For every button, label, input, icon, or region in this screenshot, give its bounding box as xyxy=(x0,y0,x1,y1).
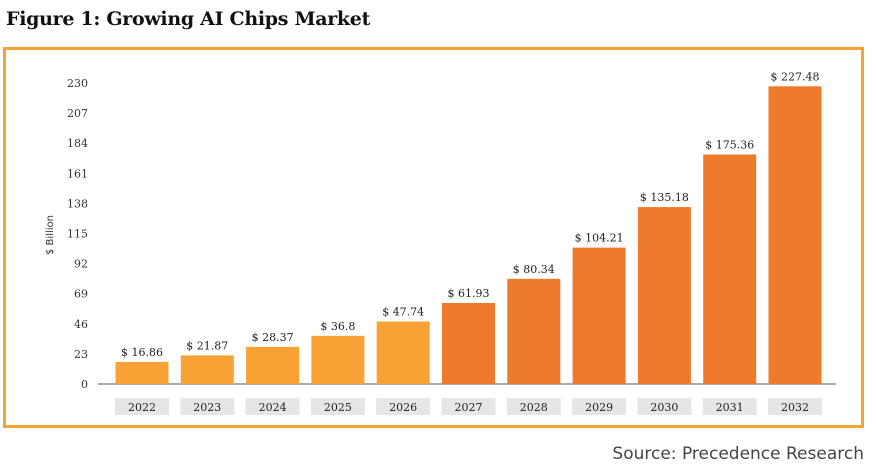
bar-value-label: $ 227.48 xyxy=(771,70,820,83)
x-tick-label: 2023 xyxy=(193,401,221,414)
y-tick-label: 69 xyxy=(74,288,88,301)
bar-2031 xyxy=(703,154,757,384)
bar-value-label: $ 104.21 xyxy=(575,232,624,245)
x-category-box xyxy=(115,398,169,415)
bar-2027 xyxy=(442,302,495,384)
bar-value-label: $ 61.93 xyxy=(448,287,490,300)
y-tick-label: 0 xyxy=(81,378,88,391)
x-category-box xyxy=(768,398,822,415)
bar-value-label: $ 175.36 xyxy=(705,139,754,152)
chart-frame: 0 23 46 69 92 115 138 161 184 207 230 $ Billion $ … xyxy=(3,47,864,428)
x-tick-label: 2024 xyxy=(259,401,287,414)
x-category-box xyxy=(702,398,757,415)
bar-2022 xyxy=(115,361,169,384)
x-category-box xyxy=(441,398,496,415)
y-axis: 0 23 46 69 92 115 138 161 184 207 230 xyxy=(67,77,88,391)
bar-2025 xyxy=(311,335,365,384)
x-category-box xyxy=(506,398,561,415)
bar-value-label: $ 36.8 xyxy=(320,320,355,333)
y-tick-label: 46 xyxy=(74,318,88,331)
x-tick-label: 2032 xyxy=(781,401,809,414)
y-tick-label: 115 xyxy=(67,228,88,241)
bar-value-label: $ 80.34 xyxy=(513,263,555,276)
y-tick-label: 138 xyxy=(67,197,88,210)
bar-value-label: $ 28.37 xyxy=(252,331,294,344)
bar-value-label: $ 135.18 xyxy=(640,191,689,204)
y-tick-label: 230 xyxy=(67,77,88,90)
x-category-box xyxy=(637,398,692,415)
y-tick-label: 207 xyxy=(67,107,88,120)
bar-value-label: $ 21.87 xyxy=(186,339,228,352)
x-category-box xyxy=(180,398,235,415)
x-category-box xyxy=(245,398,300,415)
x-tick-label: 2027 xyxy=(455,401,483,414)
bar-2023 xyxy=(180,355,234,384)
bar-2030 xyxy=(637,207,691,384)
x-category-box xyxy=(310,398,365,415)
y-tick-label: 92 xyxy=(74,258,88,271)
source-note: Source: Precedence Research xyxy=(612,444,864,464)
x-tick-label: 2030 xyxy=(650,401,678,414)
y-tick-label: 23 xyxy=(74,348,88,361)
x-tick-label: 2022 xyxy=(128,401,156,414)
bar-2032 xyxy=(768,86,822,384)
x-axis-categories: 2022 2023 2024 2025 2026 2027 2028 2029 2030 2031… xyxy=(115,398,822,415)
bar-2024 xyxy=(246,346,300,384)
figure-title: Figure 1: Growing AI Chips Market xyxy=(6,8,371,30)
bar-value-label: $ 47.74 xyxy=(382,306,424,319)
bar-2026 xyxy=(376,321,430,384)
x-tick-label: 2025 xyxy=(324,401,352,414)
bar-2029 xyxy=(572,247,626,384)
x-category-box xyxy=(572,398,627,415)
x-tick-label: 2028 xyxy=(520,401,548,414)
y-tick-label: 184 xyxy=(67,137,88,150)
bar-value-label: $ 16.86 xyxy=(121,346,163,359)
bar-2028 xyxy=(507,278,561,384)
bars: $ 16.86 $ 21.87 $ 28.37 $ 36.8 $ 47.74 $ 61.9… xyxy=(115,70,822,384)
y-tick-label: 161 xyxy=(67,167,88,180)
bar-chart: 0 23 46 69 92 115 138 161 184 207 230 $ Billion $ … xyxy=(45,70,836,415)
x-category-box xyxy=(376,398,431,415)
y-axis-label: $ Billion xyxy=(45,215,56,255)
x-tick-label: 2031 xyxy=(716,401,744,414)
x-tick-label: 2029 xyxy=(585,401,613,414)
x-tick-label: 2026 xyxy=(389,401,417,414)
